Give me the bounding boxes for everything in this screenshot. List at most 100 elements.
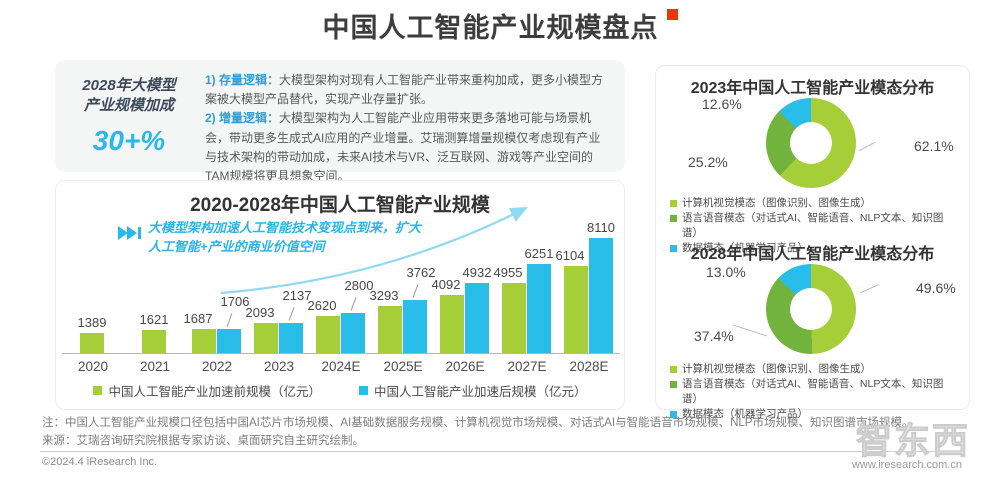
bar-group-2022: 1687 1706 2022 — [184, 223, 250, 374]
logic-point2-label: 2) 增量逻辑： — [205, 111, 280, 126]
legend-item-pre: 中国人工智能产业加速前规模（亿元） — [93, 381, 321, 400]
bar-value-post: 4932 — [462, 265, 492, 280]
footer-divider — [40, 451, 962, 452]
logic-point2-text: 大模型架构为人工智能产业应用带来更多落地可能与场景机会，带动更多生成式AI应用的… — [205, 111, 601, 183]
legend-label-pre: 中国人工智能产业加速前规模（亿元） — [108, 385, 321, 399]
donut-2023-title: 2023年中国人工智能产业模态分布 — [690, 80, 935, 97]
bar-pre — [254, 323, 278, 353]
bar-group-2026E: 4092 4932 2026E — [432, 223, 496, 374]
bar-value-post: 3762 — [406, 265, 436, 280]
donut-2028-legend: 计算机视觉模态（图像识别、图像生成） 语言语音模态（对话式AI、智能语音、NLP… — [666, 358, 959, 420]
donut-2028-title: 2028年中国人工智能产业模态分布 — [690, 246, 935, 263]
legend-row-speech: 语言语音模态（对话式AI、智能语音、NLP文本、知识图谱） — [670, 211, 959, 241]
bar-group-2021: 1621 2021 — [124, 223, 186, 374]
x-axis-label: 2021 — [139, 359, 171, 374]
bar-value-post: 2137 — [282, 288, 312, 303]
bar-post — [217, 329, 241, 353]
bar-group-2023: 2093 2137 2023 — [246, 223, 312, 374]
donut-2028-chart — [766, 264, 856, 354]
bar-value-post: 1706 — [220, 294, 250, 309]
bar-value-pre: 4955 — [493, 265, 523, 280]
donut-2023-pct-speech: 25.2% — [688, 154, 728, 170]
x-axis-label: 2020 — [77, 359, 109, 374]
donut-2023-wrap: 12.6% 25.2% 62.1% — [666, 96, 959, 192]
page-title: 中国人工智能产业规模盘点 — [322, 13, 659, 43]
donut-2023-chart — [766, 98, 856, 188]
bar-chart-legend: 中国人工智能产业加速前规模（亿元） 中国人工智能产业加速后规模（亿元） — [56, 381, 624, 400]
leader-line — [858, 141, 876, 152]
bar-value-pre: 6104 — [555, 248, 585, 263]
bar-post — [589, 238, 613, 353]
legend-label-speech: 语言语音模态（对话式AI、智能语音、NLP文本、知识图谱） — [682, 378, 944, 405]
title-red-square-icon — [666, 9, 678, 20]
donut-2023-pct-data: 12.6% — [702, 96, 742, 112]
bar-pre — [440, 295, 464, 353]
legend-label-post: 中国人工智能产业加速后规模（亿元） — [374, 385, 587, 399]
x-axis-label: 2027E — [507, 359, 547, 374]
swatch-speech — [670, 381, 677, 388]
bar-group-2027E: 4955 6251 2027E — [494, 223, 558, 374]
logic-text: 1) 存量逻辑：大模型架构对现有人工智能产业带来重构加成，更多小模型方案被大模型… — [203, 60, 625, 183]
bar-post — [341, 313, 365, 353]
bar-post — [279, 323, 303, 353]
label-tick-line — [350, 297, 357, 311]
bar-group-2020: 1389 2020 — [62, 223, 124, 374]
bar-group-2024E: 2620 2800 2024E — [308, 223, 374, 374]
bar-pre — [142, 330, 166, 353]
label-tick-line — [412, 284, 419, 298]
bar-chart-title: 2020-2028年中国人工智能产业规模 — [190, 195, 490, 216]
donut-panel: 2023年中国人工智能产业模态分布 12.6% 25.2% 62.1% 计算机视… — [655, 65, 970, 420]
donut-2028-pct-cv: 49.6% — [916, 280, 956, 296]
growth-badge: 2028年大模型 产业规模加成 30+% — [55, 60, 203, 172]
bar-pre — [192, 329, 216, 353]
x-axis-label: 2022 — [201, 359, 233, 374]
footnotes: 注：中国人工智能产业规模口径包括中国AI芯片市场规模、AI基础数据服务规模、计算… — [42, 414, 972, 451]
badge-line2: 产业规模加成 — [83, 97, 174, 115]
label-tick-line — [288, 307, 295, 321]
x-axis-label: 2024E — [321, 359, 361, 374]
bar-value-pre: 4092 — [431, 277, 461, 292]
bar-pre — [564, 266, 588, 353]
legend-label-data: 数据模态（机器学习产品） — [682, 408, 808, 420]
bar-pre — [316, 316, 340, 353]
logic-point1-text: 大模型架构对现有人工智能产业带来重构加成，更多小模型方案被大模型产品替代，实现产… — [205, 73, 604, 107]
bar-pre — [502, 283, 526, 353]
swatch-cv — [670, 366, 677, 373]
swatch-data — [670, 245, 677, 252]
x-axis-label: 2025E — [383, 359, 423, 374]
swatch-data — [670, 411, 677, 418]
copyright-text: ©2024.4 iResearch Inc. — [42, 456, 158, 468]
legend-row-data: 数据模态（机器学习产品） — [670, 241, 959, 256]
page-header: 中国人工智能产业规模盘点 — [0, 6, 1000, 45]
bar-post — [465, 283, 489, 353]
bar-pre — [80, 333, 104, 353]
legend-row-cv: 计算机视觉模态（图像识别、图像生成） — [670, 362, 959, 377]
website-link[interactable]: www.iresearch.com.cn — [851, 459, 962, 471]
legend-swatch-green — [93, 386, 103, 395]
footnote-scope: 注：中国人工智能产业规模口径包括中国AI芯片市场规模、AI基础数据服务规模、计算… — [42, 417, 914, 429]
bar-post — [403, 300, 427, 353]
bar-value-pre: 2093 — [245, 305, 275, 320]
bar-value-post: 2800 — [344, 278, 374, 293]
x-axis-label: 2028E — [569, 359, 609, 374]
x-axis-label: 2026E — [445, 359, 485, 374]
chart-annotation: 大模型架构加速人工智能技术变现点到来，扩大人工智能+产业的商业价值空间 — [148, 220, 422, 254]
bar-post — [527, 264, 551, 353]
bar-value-post: 6251 — [524, 246, 554, 261]
swatch-speech — [670, 215, 677, 222]
bar-group-2025E: 3293 3762 2025E — [370, 223, 436, 374]
legend-row-speech: 语言语音模态（对话式AI、智能语音、NLP文本、知识图谱） — [670, 377, 959, 407]
bar-value-pre: 1389 — [77, 315, 107, 330]
bar-chart-panel: 2020-2028年中国人工智能产业规模 大模型架构加速人工智能技术变现点到来，… — [55, 180, 625, 410]
donut-2023-pct-cv: 62.1% — [914, 138, 954, 154]
bar-plot-area: 1389 2020 1621 2021 1687 1706 2022 2093 2137 2023… — [62, 220, 620, 374]
legend-item-post: 中国人工智能产业加速后规模（亿元） — [359, 381, 587, 400]
watermark-logo: 智东西 — [855, 420, 970, 462]
donut-2028-pct-data: 13.0% — [706, 264, 746, 280]
bar-value-pre: 1687 — [183, 311, 213, 326]
bar-value-post: 8110 — [587, 220, 615, 235]
logic-point1-label: 1) 存量逻辑： — [205, 73, 280, 87]
bar-pre — [378, 306, 402, 353]
footnote-source: 来源：艾瑞咨询研究院根据专家访谈、桌面研究自主研究绘制。 — [42, 435, 364, 448]
bar-value-pre: 1621 — [139, 312, 169, 327]
